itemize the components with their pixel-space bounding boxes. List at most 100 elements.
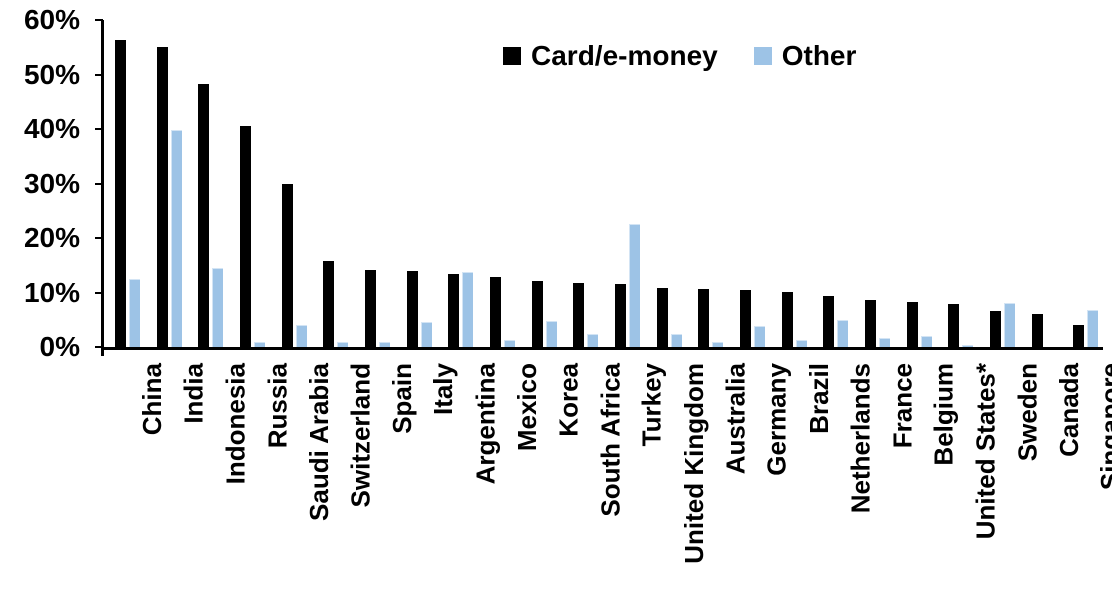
legend-label-other: Other bbox=[781, 40, 857, 71]
bar-card-e-money bbox=[615, 284, 626, 347]
bar-card-e-money bbox=[198, 84, 210, 347]
bar-other bbox=[629, 224, 640, 347]
y-axis-tick-label: 60% bbox=[23, 4, 80, 35]
plot-area bbox=[103, 20, 1103, 347]
x-axis-label-cell: Argentina bbox=[436, 356, 500, 594]
y-axis-tick bbox=[95, 237, 103, 239]
x-axis-label-cell: France bbox=[853, 356, 917, 594]
x-axis-label-cell: Canada bbox=[1020, 356, 1083, 594]
bar-group bbox=[186, 20, 228, 347]
bar-card-e-money bbox=[865, 300, 876, 347]
bar-group bbox=[770, 20, 812, 347]
x-axis-label-cell: Australia bbox=[686, 356, 750, 594]
bar-group bbox=[895, 20, 937, 347]
bar-card-e-money bbox=[531, 281, 543, 347]
bar-group bbox=[853, 20, 895, 347]
bar-group bbox=[270, 20, 312, 347]
bar-group bbox=[478, 20, 520, 347]
x-axis-label: Singapore bbox=[1095, 363, 1112, 491]
y-axis-tick bbox=[95, 291, 103, 294]
bar-other bbox=[1087, 310, 1099, 347]
bar-group bbox=[728, 20, 770, 347]
bar-card-e-money bbox=[656, 288, 668, 347]
x-axis-label-cell: Turkey bbox=[603, 356, 667, 594]
bar-group bbox=[811, 20, 853, 347]
bar-group bbox=[103, 20, 145, 347]
x-axis-label-cell: Mexico bbox=[478, 356, 542, 594]
x-axis-label-cell: United Kingdom bbox=[645, 356, 708, 594]
x-axis-label-cell: Italy bbox=[395, 356, 458, 594]
bar-other bbox=[170, 130, 182, 347]
y-axis-tick bbox=[95, 182, 103, 185]
x-axis-label-cell: United States* bbox=[936, 356, 1000, 594]
x-axis-label-cell: Saudi Arabia bbox=[270, 356, 333, 594]
y-axis-tick-label: 30% bbox=[23, 167, 80, 199]
bar-group bbox=[936, 20, 978, 347]
bar-other bbox=[712, 342, 724, 347]
bar-other bbox=[1004, 303, 1015, 347]
bar-card-e-money bbox=[156, 47, 168, 347]
y-axis-tick-label: 50% bbox=[23, 58, 80, 90]
bar-group bbox=[436, 20, 478, 347]
x-axis-label-cell: Sweden bbox=[978, 356, 1042, 594]
y-axis-tick bbox=[95, 128, 103, 130]
y-axis-tick-label: 20% bbox=[23, 222, 80, 253]
bar-other bbox=[254, 342, 265, 347]
bar-other bbox=[962, 345, 974, 347]
y-axis-tick-label: 40% bbox=[23, 113, 80, 144]
bar-card-e-money bbox=[490, 277, 501, 347]
y-axis-line bbox=[101, 20, 104, 356]
card-series-swatch-icon bbox=[503, 47, 521, 65]
x-axis-label-cell: Germany bbox=[728, 356, 792, 594]
bar-card-e-money bbox=[281, 184, 293, 347]
bar-other bbox=[129, 279, 140, 347]
bar-other bbox=[795, 340, 807, 347]
legend-entry-card: Card/e-money bbox=[503, 41, 718, 71]
bar-card-e-money bbox=[948, 304, 960, 347]
bar-other bbox=[337, 342, 349, 347]
bar-card-e-money bbox=[365, 270, 376, 347]
x-axis-labels: China India Indonesia Russia Saudi Arabia Swi… bbox=[103, 356, 1112, 594]
bar-group bbox=[353, 20, 395, 347]
x-axis-label-cell: Russia bbox=[228, 356, 292, 594]
bar-group bbox=[1061, 20, 1103, 347]
bar-card-e-money bbox=[1073, 325, 1085, 347]
y-axis-tick bbox=[95, 346, 103, 348]
bar-card-e-money bbox=[740, 290, 751, 347]
x-axis-label-cell: South Africa bbox=[561, 356, 625, 594]
bar-other bbox=[920, 336, 932, 347]
bar-other bbox=[670, 334, 682, 347]
x-axis-label-cell: Belgium bbox=[895, 356, 958, 594]
y-axis-tick-label: 0% bbox=[39, 331, 80, 362]
x-axis-label-cell: Korea bbox=[520, 356, 583, 594]
bar-card-e-money bbox=[573, 283, 585, 347]
bar-group bbox=[686, 20, 728, 347]
bar-other bbox=[754, 326, 765, 347]
legend-label-card: Card/e-money bbox=[531, 40, 718, 71]
y-axis-tick bbox=[95, 19, 103, 21]
bar-other bbox=[587, 334, 599, 347]
bar-card-e-money bbox=[1031, 314, 1043, 347]
bar-group bbox=[228, 20, 270, 347]
x-axis-line bbox=[101, 347, 1103, 350]
bar-card-e-money bbox=[698, 289, 710, 347]
bar-group bbox=[561, 20, 603, 347]
x-axis-label-cell: Brazil bbox=[770, 356, 833, 594]
bar-card-e-money bbox=[448, 274, 460, 347]
x-axis-label-cell: Indonesia bbox=[186, 356, 250, 594]
x-axis-label-cell: Switzerland bbox=[311, 356, 375, 594]
bar-group bbox=[395, 20, 437, 347]
bar-card-e-money bbox=[906, 302, 918, 347]
bar-other bbox=[379, 342, 390, 347]
bar-card-e-money bbox=[781, 292, 793, 347]
bar-other bbox=[879, 338, 890, 347]
bar-card-e-money bbox=[823, 296, 835, 347]
bar-card-e-money bbox=[115, 40, 126, 347]
bar-group bbox=[145, 20, 187, 347]
bar-other bbox=[545, 321, 557, 347]
y-axis-tick-label: 10% bbox=[23, 276, 80, 308]
y-axis-tick bbox=[95, 73, 103, 76]
bar-other bbox=[837, 320, 849, 347]
bar-other bbox=[212, 268, 224, 347]
